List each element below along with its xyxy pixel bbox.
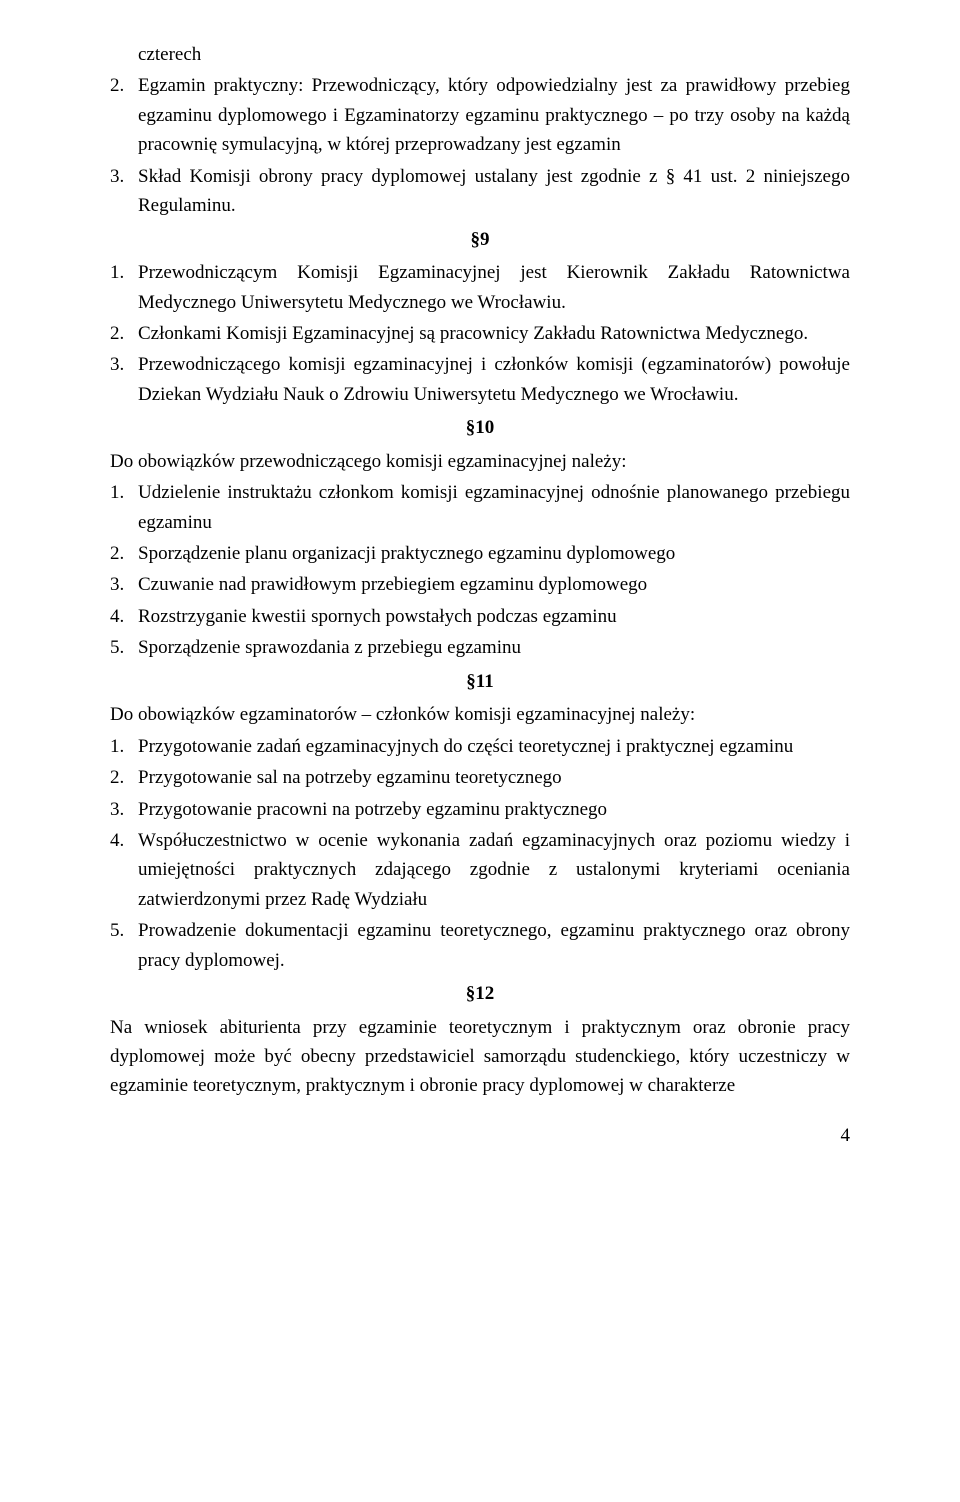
item-text: Udzielenie instruktażu członkom komisji … — [138, 478, 850, 537]
bullet-num: 1. — [110, 732, 138, 761]
section-12-body: Na wniosek abiturienta przy egzaminie te… — [110, 1013, 850, 1101]
document-page: czterech 2. Egzamin praktyczny: Przewodn… — [0, 0, 960, 1180]
section-11-heading: §11 — [110, 667, 850, 696]
item-text: Egzamin praktyczny: Przewodniczący, któr… — [138, 71, 850, 159]
bullet-num: 3. — [110, 795, 138, 824]
item-text: Współuczestnictwo w ocenie wykonania zad… — [138, 826, 850, 914]
bullet-num: 2. — [110, 319, 138, 348]
bullet-num: 3. — [110, 570, 138, 599]
item-11-3: 3. Przygotowanie pracowni na potrzeby eg… — [110, 795, 850, 824]
item-text: Członkami Komisji Egzaminacyjnej są prac… — [138, 319, 850, 348]
item-10-1: 1. Udzielenie instruktażu członkom komis… — [110, 478, 850, 537]
paragraph-czterech: czterech — [110, 40, 850, 69]
item-text: Prowadzenie dokumentacji egzaminu teoret… — [138, 916, 850, 975]
bullet-num: 2. — [110, 763, 138, 792]
item-8-2: 2. Egzamin praktyczny: Przewodniczący, k… — [110, 71, 850, 159]
section-9-heading: §9 — [110, 225, 850, 254]
item-10-3: 3. Czuwanie nad prawidłowym przebiegiem … — [110, 570, 850, 599]
bullet-num: 4. — [110, 602, 138, 631]
item-11-1: 1. Przygotowanie zadań egzaminacyjnych d… — [110, 732, 850, 761]
item-9-1: 1. Przewodniczącym Komisji Egzaminacyjne… — [110, 258, 850, 317]
bullet-num: 2. — [110, 71, 138, 159]
section-10-intro: Do obowiązków przewodniczącego komisji e… — [110, 447, 850, 476]
section-12-heading: §12 — [110, 979, 850, 1008]
item-text: Sporządzenie sprawozdania z przebiegu eg… — [138, 633, 850, 662]
bullet-num: 2. — [110, 539, 138, 568]
bullet-num: 4. — [110, 826, 138, 914]
item-11-5: 5. Prowadzenie dokumentacji egzaminu teo… — [110, 916, 850, 975]
item-10-2: 2. Sporządzenie planu organizacji prakty… — [110, 539, 850, 568]
bullet-num: 5. — [110, 916, 138, 975]
bullet-num: 1. — [110, 258, 138, 317]
section-11-intro: Do obowiązków egzaminatorów – członków k… — [110, 700, 850, 729]
item-text: Sporządzenie planu organizacji praktyczn… — [138, 539, 850, 568]
item-text: Rozstrzyganie kwestii spornych powstałyc… — [138, 602, 850, 631]
item-11-2: 2. Przygotowanie sal na potrzeby egzamin… — [110, 763, 850, 792]
item-text: Przygotowanie zadań egzaminacyjnych do c… — [138, 732, 850, 761]
item-9-3: 3. Przewodniczącego komisji egzaminacyjn… — [110, 350, 850, 409]
item-text: Przewodniczącym Komisji Egzaminacyjnej j… — [138, 258, 850, 317]
bullet-num: 3. — [110, 162, 138, 221]
item-11-4: 4. Współuczestnictwo w ocenie wykonania … — [110, 826, 850, 914]
item-10-4: 4. Rozstrzyganie kwestii spornych powsta… — [110, 602, 850, 631]
item-text: Przygotowanie sal na potrzeby egzaminu t… — [138, 763, 850, 792]
page-number: 4 — [110, 1121, 850, 1150]
item-10-5: 5. Sporządzenie sprawozdania z przebiegu… — [110, 633, 850, 662]
section-10-heading: §10 — [110, 413, 850, 442]
bullet-num: 3. — [110, 350, 138, 409]
bullet-num: 1. — [110, 478, 138, 537]
item-8-3: 3. Skład Komisji obrony pracy dyplomowej… — [110, 162, 850, 221]
item-text: Czuwanie nad prawidłowym przebiegiem egz… — [138, 570, 850, 599]
bullet-num: 5. — [110, 633, 138, 662]
item-9-2: 2. Członkami Komisji Egzaminacyjnej są p… — [110, 319, 850, 348]
item-text: Skład Komisji obrony pracy dyplomowej us… — [138, 162, 850, 221]
item-text: Przewodniczącego komisji egzaminacyjnej … — [138, 350, 850, 409]
item-text: Przygotowanie pracowni na potrzeby egzam… — [138, 795, 850, 824]
